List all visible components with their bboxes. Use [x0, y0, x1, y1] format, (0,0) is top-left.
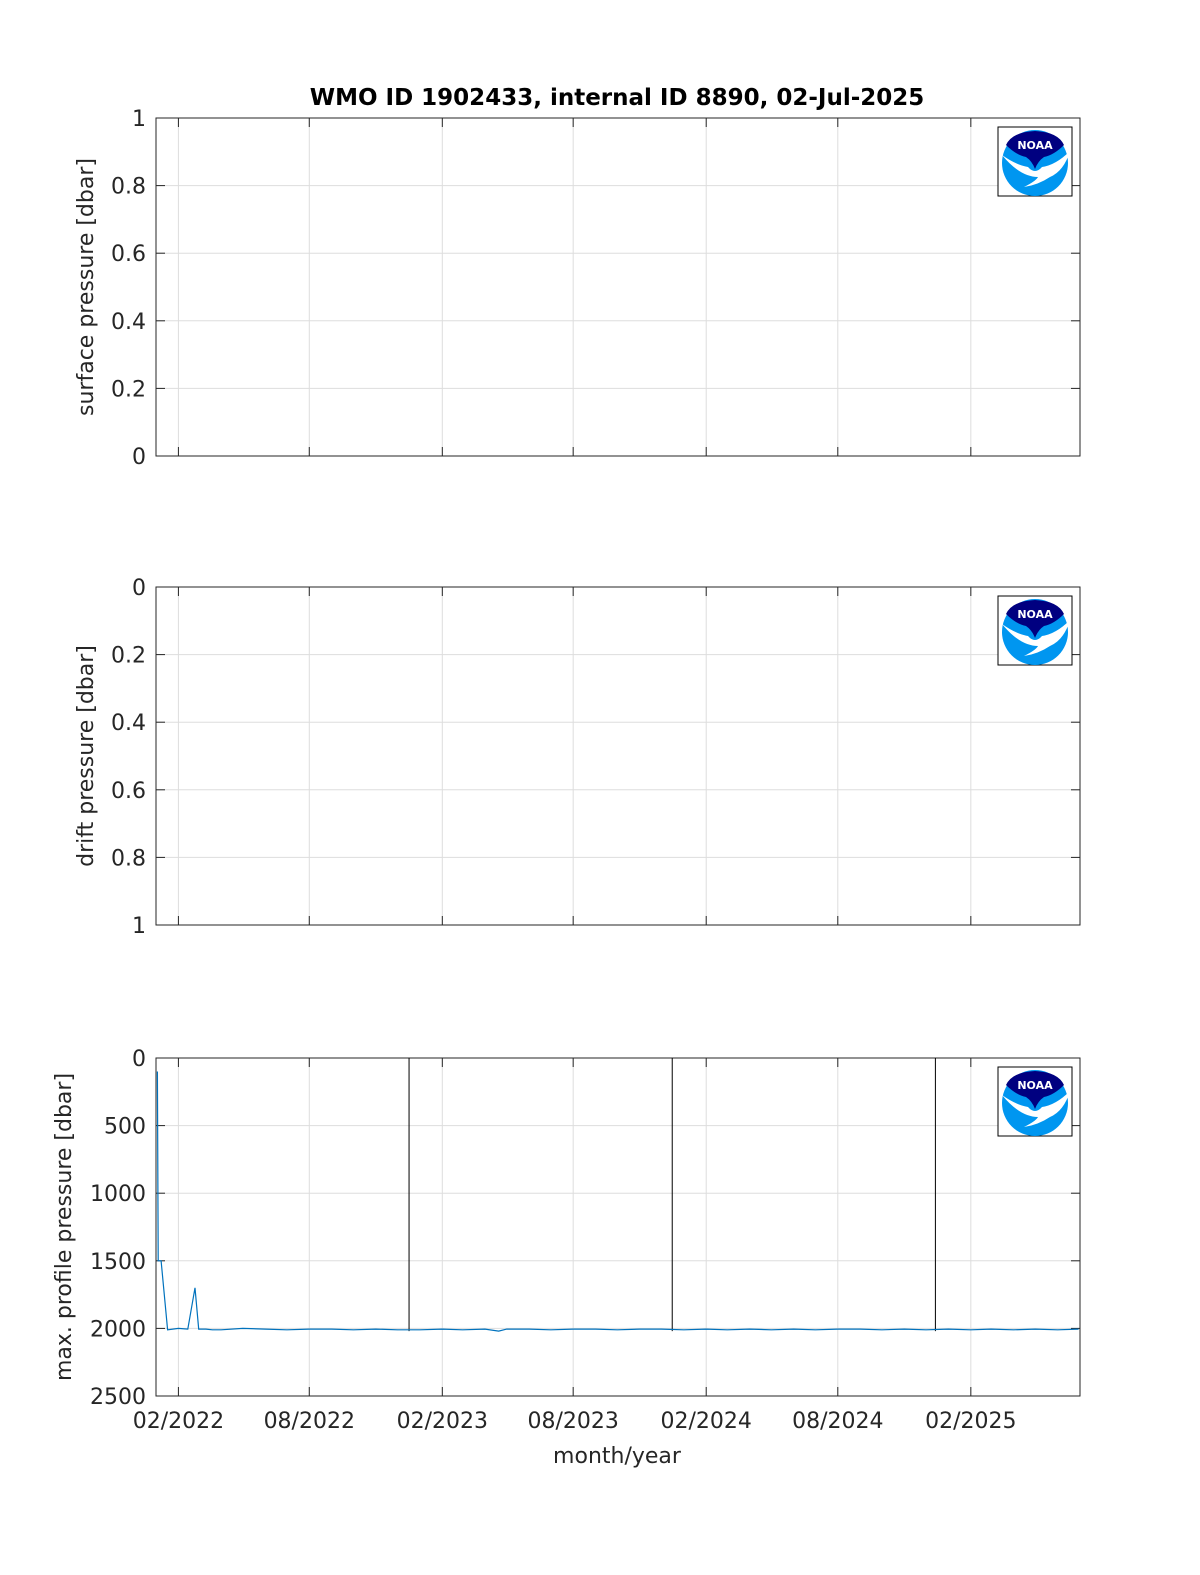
noaa-logo-text: NOAA — [1017, 139, 1053, 152]
plot-area — [155, 1057, 1081, 1397]
panel-3: 02/2022 08/2022 02/2023 08/2023 02/2024 08/20… — [52, 1047, 1081, 1434]
x-tick-label: 02/2022 — [133, 1409, 224, 1434]
y-tick-label: 0.6 — [111, 779, 146, 804]
noaa-logo-text: NOAA — [1017, 608, 1053, 621]
x-tick-label: 02/2025 — [925, 1409, 1016, 1434]
plot-area — [155, 586, 1081, 926]
plot-area — [155, 117, 1081, 457]
x-tick-label: 02/2024 — [661, 1409, 752, 1434]
noaa-logo-top — [1006, 1071, 1064, 1109]
y-axis-label: max. profile pressure [dbar] — [52, 1073, 77, 1381]
y-tick-label: 2500 — [90, 1385, 146, 1410]
y-tick-label: 0.2 — [111, 377, 146, 402]
y-tick-label: 0.4 — [111, 310, 146, 335]
y-tick-label: 0.2 — [111, 644, 146, 669]
noaa-logo-gull — [1002, 1091, 1070, 1127]
plot-frame — [155, 1057, 1081, 1397]
y-tick-label: 2000 — [90, 1317, 146, 1342]
noaa-logo-text: NOAA — [1017, 1079, 1053, 1092]
y-tick-label: 1 — [132, 914, 146, 939]
y-axis-label: drift pressure [dbar] — [74, 645, 99, 867]
chart-title: WMO ID 1902433, internal ID 8890, 02-Jul… — [310, 85, 925, 111]
y-tick-label: 1 — [132, 107, 146, 132]
noaa-logo-top — [1006, 600, 1064, 638]
y-axis-label: surface pressure [dbar] — [74, 158, 99, 416]
y-tick-label: 0.4 — [111, 711, 146, 736]
series-line — [156, 1071, 1079, 1332]
noaa-logo-gull — [1002, 620, 1070, 656]
x-tick-label: 08/2022 — [264, 1409, 355, 1434]
y-tick-label: 0.8 — [111, 846, 146, 871]
noaa-logo-1: NOAA — [997, 126, 1073, 197]
y-tick-label: 1000 — [90, 1182, 146, 1207]
noaa-logo-3: NOAA — [997, 1066, 1073, 1137]
x-axis-label: month/year — [553, 1444, 682, 1469]
y-tick-label: 1500 — [90, 1250, 146, 1275]
x-tick-label: 02/2023 — [397, 1409, 488, 1434]
y-tick-label: 0 — [132, 445, 146, 470]
noaa-logo-gull — [1002, 151, 1070, 187]
y-tick-label: 0.6 — [111, 242, 146, 267]
y-tick-label: 0 — [132, 1047, 146, 1072]
y-tick-label: 500 — [104, 1115, 146, 1140]
noaa-logo-top — [1006, 131, 1064, 169]
plot-frame — [155, 117, 1081, 457]
panel-1: 0 0.2 0.4 0.6 0.8 1 surface pressure [dbar] NOA… — [74, 107, 1081, 470]
y-tick-label: 0 — [132, 576, 146, 601]
noaa-logo-2: NOAA — [997, 595, 1073, 666]
panel-2: 0 0.2 0.4 0.6 0.8 1 drift pressure [dbar] NOAA — [74, 576, 1081, 939]
x-tick-label: 08/2024 — [792, 1409, 883, 1434]
x-tick-label: 08/2023 — [527, 1409, 618, 1434]
plot-frame — [155, 586, 1081, 926]
panels: 0 0.2 0.4 0.6 0.8 1 surface pressure [dbar] NOA… — [52, 107, 1081, 1434]
y-tick-label: 0.8 — [111, 175, 146, 200]
